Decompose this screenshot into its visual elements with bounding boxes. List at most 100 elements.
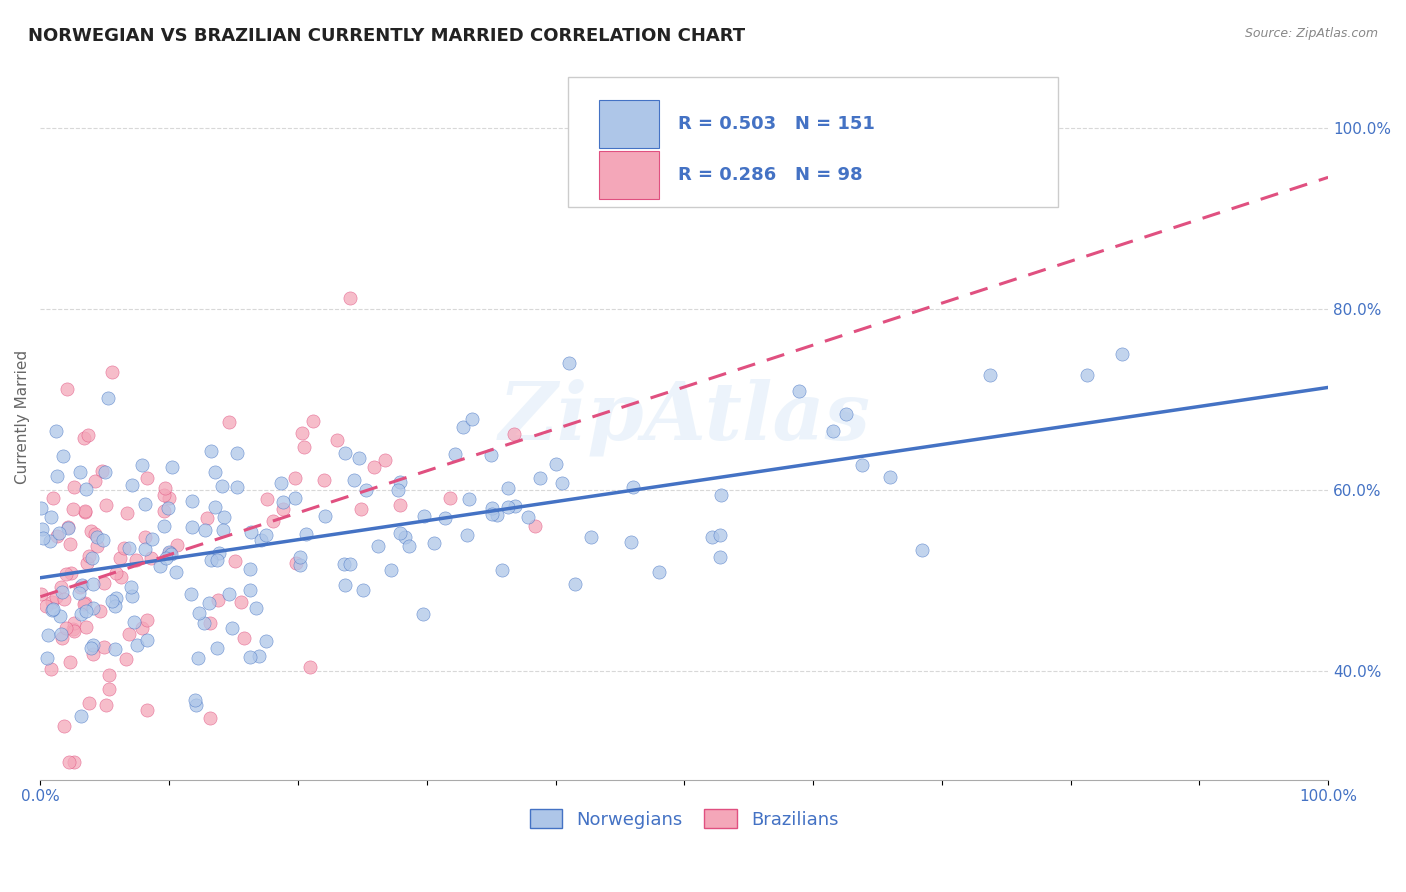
Point	[55, 621, 77, 635]
Point	[152, 519, 174, 533]
Text: ZipAtlas: ZipAtlas	[498, 378, 870, 456]
Point	[131, 458, 153, 473]
Point	[284, 556, 307, 570]
Point	[76, 556, 98, 570]
Point	[45, 590, 67, 604]
Point	[558, 356, 581, 370]
Point	[620, 534, 643, 549]
Point	[62, 622, 84, 636]
Point	[72, 431, 94, 445]
Point	[380, 563, 402, 577]
Point	[89, 604, 111, 618]
Point	[496, 482, 519, 496]
Point	[134, 542, 156, 557]
Point	[80, 551, 103, 566]
Point	[181, 493, 204, 508]
Point	[256, 528, 278, 542]
Point	[101, 594, 124, 608]
Point	[31, 531, 53, 545]
Point	[207, 593, 229, 607]
Point	[363, 459, 385, 474]
Point	[517, 510, 540, 524]
Point	[59, 655, 82, 669]
Point	[160, 547, 183, 561]
Point	[136, 633, 159, 648]
Point	[294, 527, 316, 541]
Point	[208, 545, 231, 559]
Text: NORWEGIAN VS BRAZILIAN CURRENTLY MARRIED CORRELATION CHART: NORWEGIAN VS BRAZILIAN CURRENTLY MARRIED…	[28, 27, 745, 45]
Point	[75, 597, 97, 611]
Point	[97, 667, 120, 681]
Point	[117, 626, 139, 640]
Point	[37, 628, 59, 642]
Point	[73, 504, 96, 518]
Point	[70, 607, 93, 622]
Point	[458, 491, 481, 506]
Point	[84, 527, 107, 541]
Point	[45, 425, 67, 439]
Point	[165, 565, 187, 579]
Point	[374, 453, 396, 467]
Point	[648, 565, 671, 579]
Point	[101, 365, 124, 379]
Point	[117, 506, 139, 520]
Point	[93, 640, 115, 654]
Point	[62, 615, 84, 630]
Point	[200, 443, 222, 458]
Point	[41, 595, 63, 609]
Y-axis label: Currently Married: Currently Married	[15, 351, 30, 484]
Point	[198, 596, 221, 610]
Point	[63, 480, 86, 494]
Point	[91, 464, 114, 478]
Point	[205, 552, 228, 566]
Point	[291, 426, 314, 441]
Point	[187, 606, 209, 620]
Point	[42, 602, 65, 616]
Point	[149, 559, 172, 574]
Point	[75, 620, 97, 634]
Point	[879, 469, 901, 483]
Point	[121, 589, 143, 603]
Point	[180, 587, 202, 601]
Point	[250, 533, 273, 548]
Point	[835, 407, 858, 421]
Point	[551, 475, 574, 490]
Point	[184, 698, 207, 712]
Point	[48, 609, 70, 624]
Point	[198, 616, 221, 631]
Point	[225, 480, 247, 494]
Point	[335, 446, 357, 460]
Point	[349, 502, 371, 516]
Point	[159, 546, 181, 560]
Point	[479, 448, 502, 462]
Point	[77, 549, 100, 564]
Point	[544, 457, 567, 471]
Point	[413, 508, 436, 523]
Point	[226, 446, 249, 460]
Point	[30, 587, 52, 601]
Point	[367, 539, 389, 553]
Point	[69, 466, 91, 480]
Point	[120, 580, 142, 594]
Point	[284, 491, 307, 506]
Point	[271, 495, 294, 509]
Point	[200, 553, 222, 567]
Point	[621, 480, 644, 494]
Point	[1076, 368, 1098, 383]
Point	[121, 477, 143, 491]
Point	[75, 604, 97, 618]
Point	[73, 597, 96, 611]
Point	[387, 483, 409, 497]
Point	[52, 719, 75, 733]
Point	[84, 475, 107, 489]
Point	[82, 638, 104, 652]
Point	[156, 500, 179, 515]
Point	[55, 567, 77, 582]
Point	[82, 601, 104, 615]
Point	[204, 500, 226, 514]
Point	[152, 488, 174, 502]
Point	[162, 459, 184, 474]
Point	[93, 575, 115, 590]
Point	[67, 586, 90, 600]
Point	[343, 473, 366, 487]
